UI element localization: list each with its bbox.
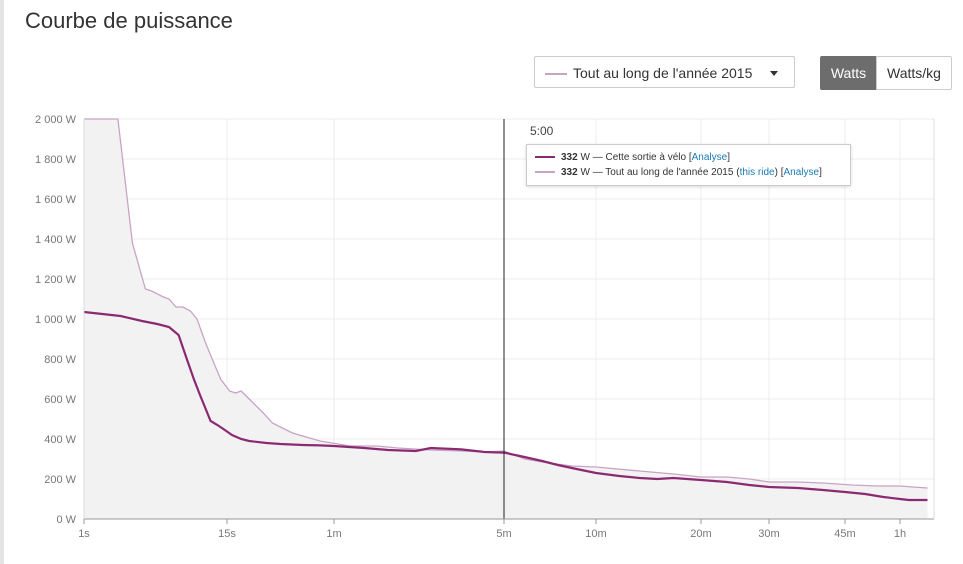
- tooltip-year-bracket-close: ]: [819, 167, 822, 178]
- tooltip-swatch-year: [535, 171, 555, 174]
- tooltip-row-year: 332 W — Tout au long de l'année 2015 (th…: [535, 166, 822, 180]
- x-tick-label: 1h: [894, 528, 906, 540]
- x-tick-label: 30m: [758, 528, 779, 540]
- x-tick-label: 20m: [690, 528, 711, 540]
- watts-per-kg-toggle-button[interactable]: Watts/kg: [876, 56, 952, 90]
- x-tick-label: 45m: [834, 528, 855, 540]
- ride-series-line: [83, 310, 928, 502]
- x-tick-label: 1m: [326, 528, 341, 540]
- x-axis-labels: 1s 15s 1m 5m 10m 20m 30m 45m 1h: [78, 528, 906, 540]
- y-tick-label: 200 W: [44, 474, 76, 486]
- y-tick-label: 2 000 W: [35, 114, 77, 126]
- tooltip-ride-bracket-close: ]: [727, 152, 730, 163]
- tooltip-year-bracket-open: [: [780, 167, 784, 178]
- y-axis-labels: 0 W 200 W 400 W 600 W 800 W 1 000 W 1 200 W 1 4…: [35, 114, 77, 526]
- tooltip-row-ride: 332 W — Cette sortie à vélo [Analyse]: [535, 151, 730, 165]
- x-tick-label: 5m: [496, 528, 511, 540]
- series-swatch: [545, 73, 567, 75]
- y-tick-label: 600 W: [44, 394, 76, 406]
- y-tick-label: 1 800 W: [35, 154, 77, 166]
- tooltip-ride-bracket-open: [: [688, 152, 692, 163]
- y-tick-label: 800 W: [44, 354, 76, 366]
- tooltip-ride-label: — Cette sortie à vélo: [592, 152, 687, 163]
- tooltip-year-analyse-link[interactable]: Analyse: [783, 167, 820, 178]
- tooltip-year-value: 332: [561, 167, 578, 178]
- tooltip-ride-analyse-link[interactable]: Analyse: [691, 152, 728, 163]
- x-tick-label: 10m: [585, 528, 606, 540]
- caret-down-icon: [770, 71, 778, 76]
- time-range-select[interactable]: Tout au long de l'année 2015: [534, 56, 795, 88]
- time-range-select-label: Tout au long de l'année 2015: [573, 65, 753, 81]
- tooltip-swatch-ride: [535, 156, 555, 159]
- chart-tooltip: 332 W — Cette sortie à vélo [Analyse] 33…: [526, 144, 851, 186]
- y-tick-label: 400 W: [44, 434, 76, 446]
- tooltip-ride-unit: W: [580, 152, 590, 163]
- tooltip-year-paren-open: (: [736, 167, 740, 178]
- y-tick-label: 1 400 W: [35, 234, 77, 246]
- chart-areas: [84, 119, 928, 519]
- x-tick-label: 15s: [218, 528, 236, 540]
- chart-axes: [83, 119, 935, 524]
- y-tick-label: 1 600 W: [35, 194, 77, 206]
- tooltip-this-ride-link[interactable]: this ride: [739, 167, 775, 178]
- page-left-border: [0, 0, 4, 564]
- cursor-time-label: 5:00: [530, 124, 554, 138]
- tooltip-year-paren-close: ): [774, 167, 778, 178]
- tooltip-year-unit: W: [580, 167, 590, 178]
- year-series-line: [84, 118, 928, 489]
- year-series-area: [84, 119, 928, 519]
- tooltip-ride-value: 332: [561, 152, 578, 163]
- tooltip-year-label: — Tout au long de l'année 2015: [592, 167, 734, 178]
- page-title: Courbe de puissance: [25, 8, 233, 33]
- x-tick-label: 1s: [78, 528, 90, 540]
- y-tick-label: 1 000 W: [35, 314, 77, 326]
- y-tick-label: 1 200 W: [35, 274, 77, 286]
- y-tick-label: 0 W: [56, 514, 76, 526]
- chart-lines: [83, 118, 928, 519]
